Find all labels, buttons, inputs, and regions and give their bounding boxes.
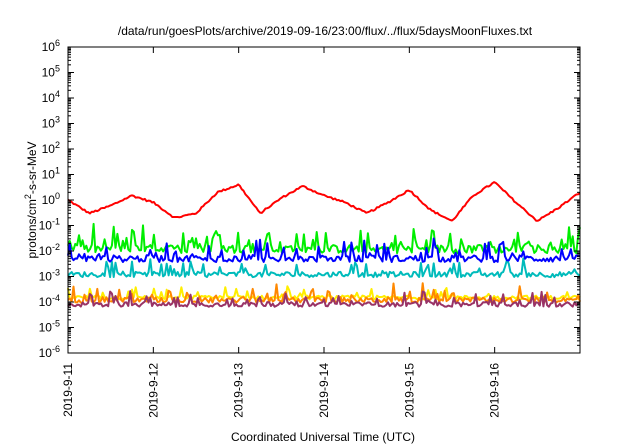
y-tick-base: 10 (42, 168, 56, 182)
y-tick-label: 10-6 (39, 344, 60, 360)
y-axis-label: protons/cm2-s-sr-MeV (23, 141, 39, 258)
x-axis: 2019-9-11 2019-9-12 2019-9-13 2019-9-14 2019… (61, 47, 502, 418)
series-line-0 (67, 181, 581, 222)
x-tick-label: 2019-9-11 (61, 363, 75, 417)
y-tick-base: 10 (42, 40, 56, 54)
y-tick-base: 10 (42, 91, 56, 105)
y-tick-exp: -6 (52, 344, 60, 354)
y-tick-exp: -5 (52, 319, 60, 329)
y-tick-exp: 3 (55, 115, 60, 125)
y-tick-exp: 2 (55, 140, 60, 150)
y-axis-label-rest: -s-sr-MeV (25, 141, 39, 194)
x-tick-label: 2019-9-14 (317, 363, 331, 418)
x-tick-label: 2019-9-15 (402, 363, 416, 418)
y-tick-base: 10 (39, 270, 53, 284)
y-tick-base: 10 (42, 193, 56, 207)
y-tick-exp: -3 (52, 268, 60, 278)
y-tick-base: 10 (42, 142, 56, 156)
y-tick-label: 102 (42, 140, 60, 156)
y-tick-label: 10-5 (39, 319, 60, 335)
y-tick-label: 101 (42, 166, 60, 182)
y-tick-exp: 6 (55, 38, 60, 48)
y-axis-label-exp: 2 (23, 194, 33, 199)
y-tick-exp: -1 (52, 217, 60, 227)
y-tick-exp: -2 (52, 242, 60, 252)
y-tick-label: 100 (42, 191, 60, 207)
series-line-3 (67, 237, 581, 264)
y-tick-label: 10-2 (39, 242, 60, 258)
y-tick-base: 10 (42, 117, 56, 131)
y-tick-label: 104 (42, 89, 60, 105)
y-tick-label: 103 (42, 115, 60, 131)
y-tick-base: 10 (39, 219, 53, 233)
series-group (67, 181, 581, 308)
series-line-6 (67, 290, 581, 308)
y-axis-label-main: protons/cm (25, 199, 39, 258)
series-line-2 (67, 257, 581, 279)
x-axis-label: Coordinated Universal Time (UTC) (231, 430, 415, 444)
y-tick-base: 10 (42, 66, 56, 80)
y-tick-exp: 0 (55, 191, 60, 201)
series-line-5 (67, 282, 581, 304)
x-tick-label: 2019-9-16 (488, 363, 502, 418)
y-tick-base: 10 (39, 346, 53, 360)
y-tick-label: 105 (42, 64, 60, 80)
y-tick-base: 10 (39, 321, 53, 335)
y-tick-exp: 5 (55, 64, 60, 74)
x-tick-label: 2019-9-12 (146, 363, 160, 418)
y-tick-label: 10-1 (39, 217, 60, 233)
x-tick-label: 2019-9-13 (232, 363, 246, 418)
y-tick-exp: 4 (55, 89, 60, 99)
y-tick-exp: 1 (55, 166, 60, 176)
y-tick-base: 10 (39, 295, 53, 309)
y-tick-exp: -4 (52, 293, 60, 303)
y-axis: 10-610-510-410-310-210-11001011021031041… (39, 38, 580, 360)
series-line-1 (67, 222, 581, 255)
y-tick-label: 10-4 (39, 293, 60, 309)
y-tick-label: 10-3 (39, 268, 60, 284)
y-tick-label: 106 (42, 38, 60, 54)
y-tick-base: 10 (39, 244, 53, 258)
chart-title: /data/run/goesPlots/archive/2019-09-16/2… (118, 24, 533, 38)
